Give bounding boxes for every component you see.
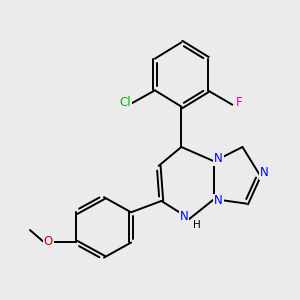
Text: Cl: Cl <box>120 96 131 109</box>
Text: N: N <box>260 166 268 179</box>
Text: N: N <box>214 194 223 208</box>
Text: N: N <box>214 152 223 165</box>
Text: H: H <box>193 220 201 230</box>
Text: F: F <box>236 96 242 109</box>
Text: N: N <box>180 210 188 223</box>
Text: O: O <box>44 235 53 248</box>
